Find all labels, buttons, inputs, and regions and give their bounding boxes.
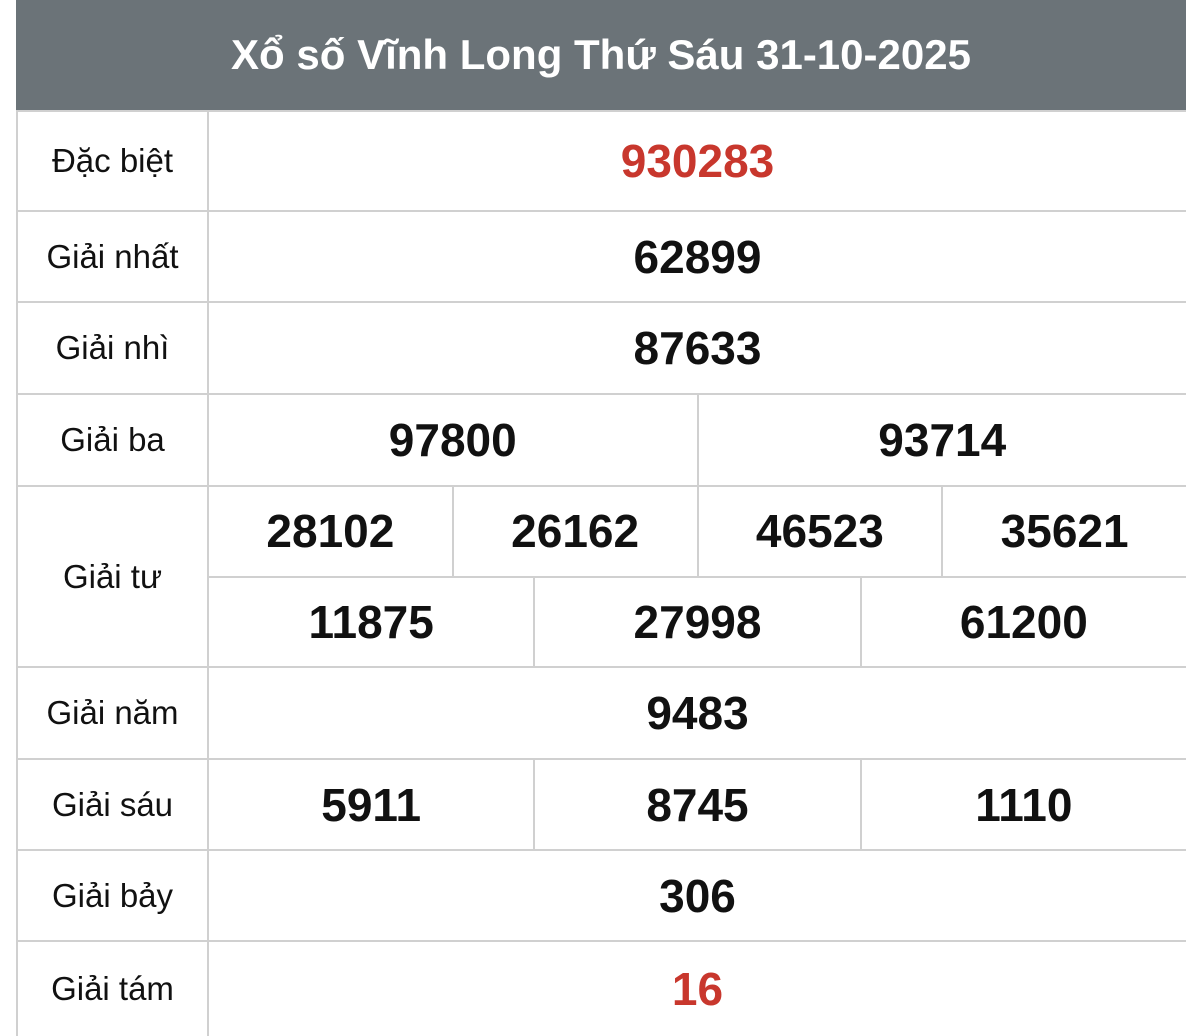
prize-number: 16 <box>671 963 724 1015</box>
page-title: Xổ số Vĩnh Long Thứ Sáu 31-10-2025 <box>16 0 1186 112</box>
prize-row-first: Giải nhất 62899 <box>16 212 1186 303</box>
prize-number: 35621 <box>941 487 1186 576</box>
prize-row-second: Giải nhì 87633 <box>16 303 1186 395</box>
prize-number: 97800 <box>388 414 517 466</box>
prize-row-fifth: Giải năm 9483 <box>16 668 1186 760</box>
prize-row-third: Giải ba 97800 93714 <box>16 395 1186 487</box>
prize-label: Giải năm <box>16 668 209 758</box>
prize-number: 28102 <box>266 505 395 558</box>
prize-number: 87633 <box>633 322 762 374</box>
prize-label: Giải tám <box>16 942 209 1036</box>
prize-number: 1110 <box>859 760 1186 849</box>
prize-label: Giải tư <box>16 487 209 666</box>
lottery-results-table: Xổ số Vĩnh Long Thứ Sáu 31-10-2025 Đặc b… <box>16 0 1186 1036</box>
prize-label: Giải nhì <box>16 303 209 393</box>
prize-number: 306 <box>659 869 736 922</box>
prize-row-sixth: Giải sáu 5911 8745 1110 <box>16 760 1186 851</box>
prize-row-eighth: Giải tám 16 <box>16 942 1186 1036</box>
prize-label: Giải nhất <box>16 212 209 301</box>
prize-number: 930283 <box>620 135 775 187</box>
prize-number: 5911 <box>321 778 422 831</box>
prize-label: Giải ba <box>16 395 209 485</box>
prize-number: 46523 <box>696 487 942 576</box>
prize-number: 26162 <box>451 487 697 576</box>
prize-label: Giải sáu <box>16 760 209 849</box>
prize-number: 27998 <box>533 577 859 666</box>
prize-row-fourth: Giải tư 28102 26162 46523 35621 11875 27… <box>16 487 1186 668</box>
prize-row-special: Đặc biệt 930283 <box>16 112 1186 212</box>
prize-number: 9483 <box>646 687 749 739</box>
prize-number: 61200 <box>859 577 1186 666</box>
prize-number: 62899 <box>633 230 762 283</box>
prize-number: 93714 <box>696 395 1187 485</box>
prize-label: Giải bảy <box>16 851 209 940</box>
prize-number: 11875 <box>308 595 434 648</box>
prize-number: 8745 <box>533 760 859 849</box>
prize-label: Đặc biệt <box>16 112 209 210</box>
prize-row-seventh: Giải bảy 306 <box>16 851 1186 942</box>
